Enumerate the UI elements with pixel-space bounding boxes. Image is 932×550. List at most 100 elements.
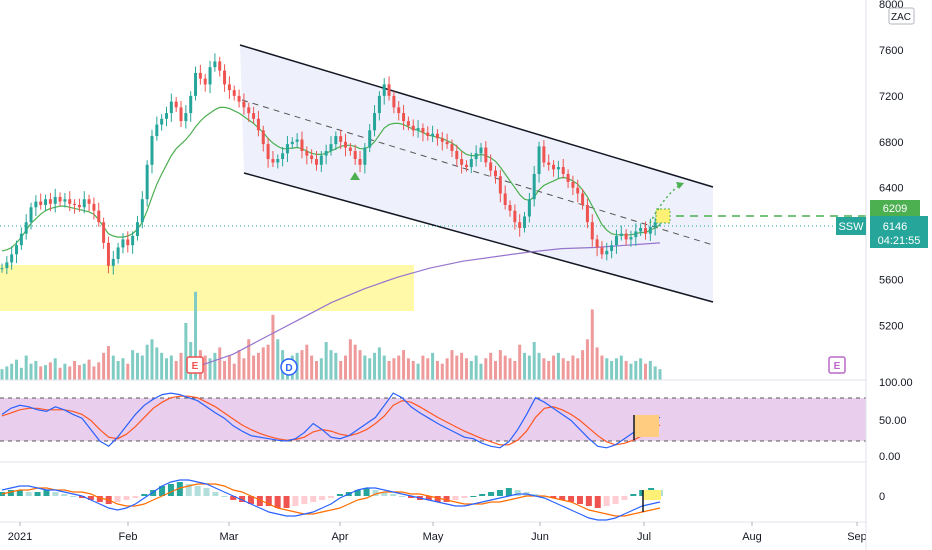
volume-bar <box>227 355 231 380</box>
candle-body <box>348 147 352 151</box>
macd-histogram-bar <box>576 496 583 504</box>
volume-bar <box>653 366 657 380</box>
rsi-k-line <box>1 392 661 449</box>
candle-body <box>590 222 594 240</box>
volume-bar <box>184 323 188 380</box>
candle-body <box>614 235 618 246</box>
volume-bar <box>537 352 541 380</box>
candle-body <box>406 121 410 126</box>
volume-bar <box>334 352 338 380</box>
macd-histogram-bar <box>247 496 254 504</box>
volume-bar <box>523 352 527 380</box>
volume-bar <box>247 339 251 380</box>
candle-body <box>247 107 251 114</box>
candle-body <box>121 239 125 248</box>
macd-histogram-bar <box>630 494 637 496</box>
volume-bar <box>464 358 468 380</box>
candle-body <box>314 159 318 165</box>
volume-bar <box>169 355 173 380</box>
candle-body <box>271 159 275 163</box>
candle-body <box>281 153 285 160</box>
price-tick: 5200 <box>879 321 903 333</box>
volume-bar <box>29 363 33 380</box>
rsi-axis-100: 100.00 <box>879 377 913 389</box>
candle-body <box>518 222 522 228</box>
candle-body <box>484 147 488 163</box>
volume-bar <box>179 352 183 380</box>
time-label: Sep <box>847 531 867 543</box>
volume-bar <box>585 339 589 380</box>
volume-bar <box>314 361 318 380</box>
macd-histogram-bar <box>70 496 77 497</box>
time-label: 2021 <box>8 531 32 543</box>
time-label: May <box>423 531 444 543</box>
volume-bar <box>605 358 609 380</box>
macd-histogram-bar <box>256 496 263 506</box>
macd-histogram-bar <box>496 490 503 496</box>
candle-body <box>261 130 265 145</box>
volume-bar <box>39 366 43 380</box>
symbol-badge[interactable]: SSW <box>836 217 866 235</box>
candle-body <box>116 247 120 259</box>
volume-bar <box>271 314 275 380</box>
candle-body <box>334 136 338 145</box>
candle-body <box>300 139 304 151</box>
candle-body <box>344 141 348 148</box>
candle-body <box>566 173 570 182</box>
candle-body <box>15 245 19 255</box>
rsi-highlight <box>634 415 659 437</box>
macd-histogram-bar <box>221 496 228 497</box>
candle-body <box>431 133 435 137</box>
candle-body <box>387 84 391 96</box>
candle-body <box>368 130 372 148</box>
earnings-marker[interactable]: E <box>186 356 204 374</box>
volume-bar <box>310 355 314 380</box>
volume-bar <box>397 355 401 380</box>
price-tick: 7200 <box>879 91 903 103</box>
candle-body <box>619 233 623 236</box>
macd-line <box>1 479 661 521</box>
macd-histogram-bar <box>7 490 14 496</box>
volume-bar <box>435 361 439 380</box>
candle-body <box>324 150 328 156</box>
macd-histogram-bar <box>150 490 157 496</box>
dividend-marker[interactable]: D <box>280 358 298 376</box>
candle-body <box>29 207 33 223</box>
channel-lower-line <box>243 172 714 303</box>
candle-body <box>479 147 483 154</box>
scale-label[interactable]: ZAC <box>888 7 915 25</box>
macd-histogram-bar <box>43 490 50 496</box>
volume-bar <box>24 355 28 380</box>
macd-histogram-bar <box>79 496 86 498</box>
sma-long-line <box>199 242 661 367</box>
volume-bar <box>319 358 323 380</box>
volume-bar <box>256 352 260 380</box>
candle-body <box>53 196 57 204</box>
price-axis[interactable] <box>866 0 932 550</box>
macd-lines <box>0 479 663 521</box>
macd-histogram-bar <box>568 496 575 502</box>
volume-bar <box>160 352 164 380</box>
target-price-badge: 6209 <box>870 200 920 216</box>
candle-body <box>305 150 309 156</box>
candle-body <box>392 95 396 108</box>
candle-body <box>411 125 415 131</box>
support-zone <box>0 265 414 311</box>
candle-body <box>63 199 67 202</box>
last-price-text: 6146 <box>883 221 907 233</box>
candle-body <box>58 196 62 202</box>
candle-body <box>145 164 149 200</box>
volume-bar <box>445 358 449 380</box>
volume-bar <box>242 358 246 380</box>
future-earnings-marker[interactable]: E <box>828 356 846 374</box>
volume-bar <box>252 355 256 380</box>
candle-body <box>653 222 657 227</box>
macd-histogram-bar <box>372 490 379 496</box>
candle-body <box>256 118 260 131</box>
channel-midline <box>241 99 714 246</box>
volume-bar <box>77 365 81 380</box>
volume-bar <box>581 350 585 380</box>
candle-body <box>218 61 222 71</box>
volume-bar <box>576 358 580 380</box>
